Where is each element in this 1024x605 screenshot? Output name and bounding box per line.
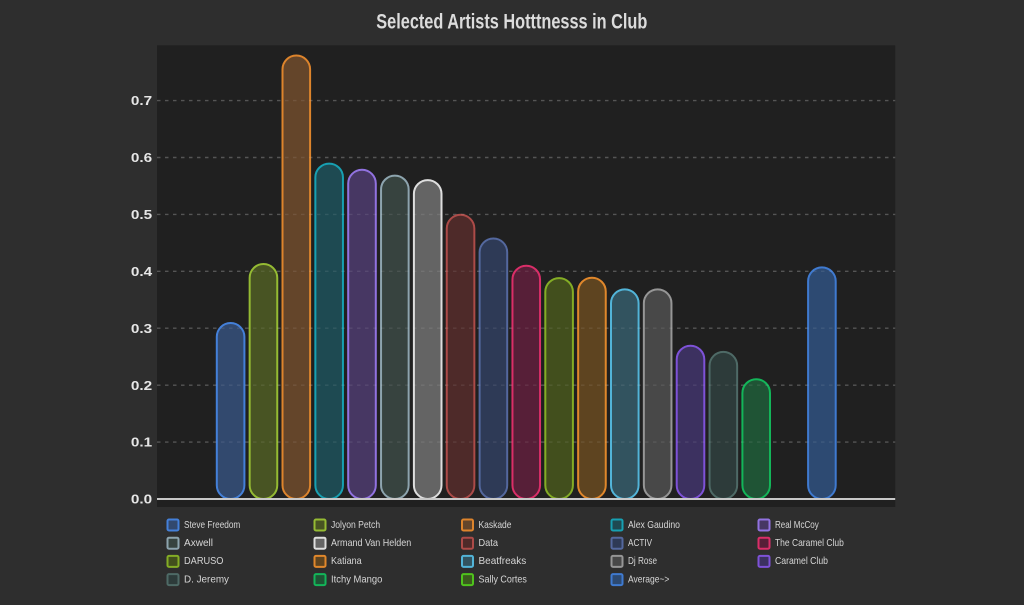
- svg-text:Axwell: Axwell: [184, 537, 213, 549]
- svg-text:Selected Artists Hotttnesss in: Selected Artists Hotttnesss in Club: [376, 10, 647, 33]
- svg-text:The Caramel Club: The Caramel Club: [775, 537, 844, 549]
- svg-text:Caramel Club: Caramel Club: [775, 555, 828, 567]
- svg-text:0.3: 0.3: [131, 321, 152, 336]
- svg-text:DARUSO: DARUSO: [184, 555, 224, 567]
- svg-text:0.1: 0.1: [131, 435, 152, 450]
- svg-text:Katiana: Katiana: [331, 555, 362, 567]
- svg-text:ACTIV: ACTIV: [628, 537, 652, 549]
- svg-text:0.0: 0.0: [131, 492, 152, 507]
- svg-text:Dj Rose: Dj Rose: [628, 555, 657, 567]
- svg-text:Beatfreaks: Beatfreaks: [479, 555, 527, 567]
- svg-text:0.5: 0.5: [131, 207, 152, 222]
- svg-text:D. Jeremy: D. Jeremy: [184, 573, 230, 585]
- svg-text:0.6: 0.6: [131, 150, 152, 165]
- svg-text:Average~>: Average~>: [628, 573, 669, 585]
- svg-text:Kaskade: Kaskade: [479, 519, 512, 531]
- svg-text:0.7: 0.7: [131, 93, 152, 108]
- svg-text:Data: Data: [479, 537, 499, 549]
- svg-text:0.2: 0.2: [131, 378, 152, 393]
- svg-text:Armand Van Helden: Armand Van Helden: [331, 537, 411, 549]
- svg-text:Real McCoy: Real McCoy: [775, 519, 819, 531]
- svg-text:Sally Cortes: Sally Cortes: [479, 573, 527, 585]
- svg-text:Itchy Mango: Itchy Mango: [331, 573, 383, 585]
- svg-text:Steve Freedom: Steve Freedom: [184, 519, 240, 531]
- svg-text:Alex Gaudino: Alex Gaudino: [628, 519, 680, 531]
- svg-text:0.4: 0.4: [131, 264, 153, 279]
- svg-text:Jolyon Petch: Jolyon Petch: [331, 519, 380, 531]
